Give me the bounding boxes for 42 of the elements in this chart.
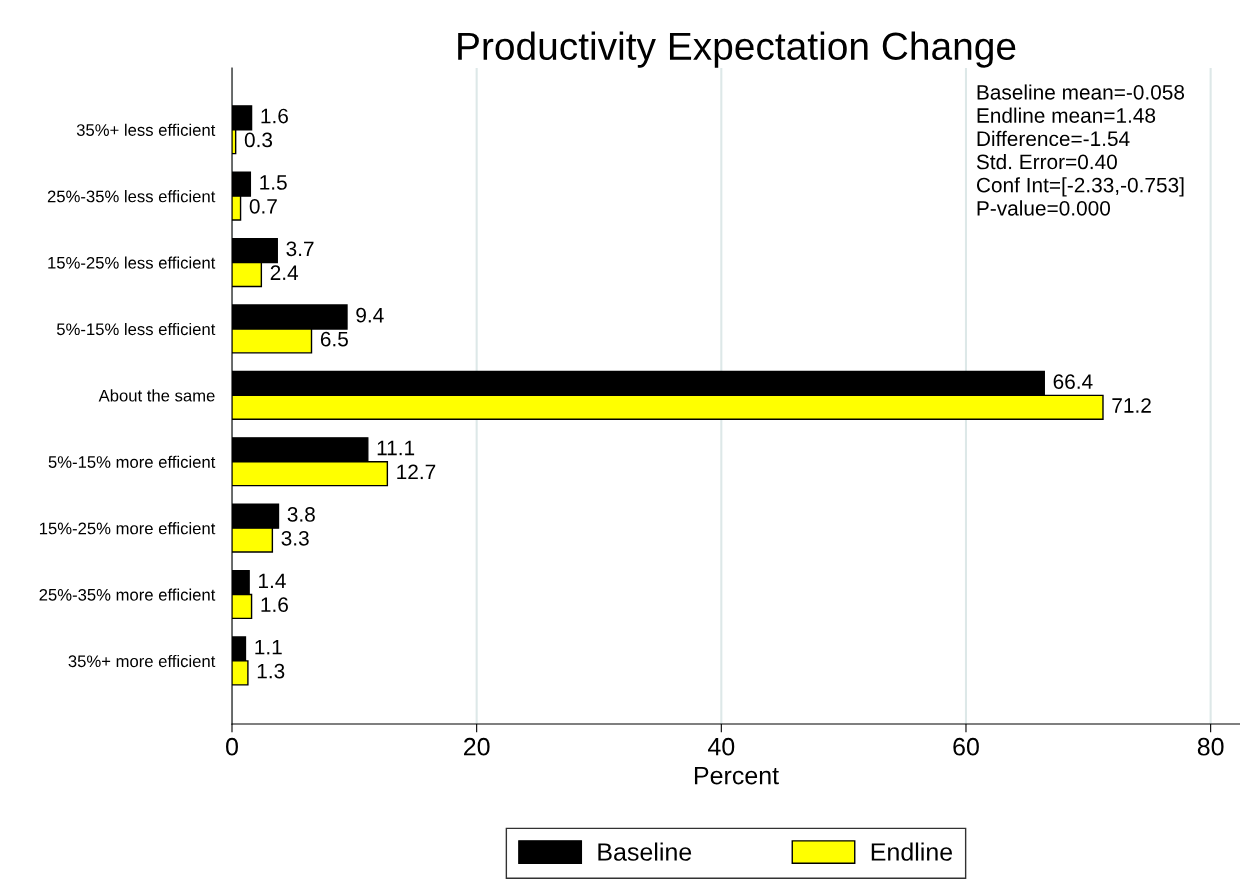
data-label: 66.4 — [1053, 374, 1093, 389]
y-tick-label: 25%-35% more efficient — [39, 588, 216, 601]
annotation: Baseline mean=-0.058 — [977, 84, 1185, 100]
data-label: 3.3 — [281, 530, 309, 546]
data-label: 0.7 — [249, 198, 277, 214]
y-tick-label: 15%-25% more efficient — [39, 522, 216, 535]
legend-label: Endline — [871, 842, 953, 861]
data-label: 3.7 — [286, 241, 314, 257]
y-tick-label: 15%-25% less efficient — [48, 256, 216, 269]
x-axis-title: Percent — [694, 766, 779, 785]
y-tick-label: 35%+ more efficient — [68, 654, 216, 668]
data-label: 3.8 — [287, 507, 315, 522]
annotation: P-value=0.000 — [977, 200, 1111, 216]
annotation: Endline mean=1.48 — [977, 107, 1156, 123]
x-tick-label: 20 — [464, 737, 490, 756]
x-tick-label: 0 — [226, 737, 238, 756]
x-tick-label: 40 — [707, 737, 735, 756]
data-label: 1.3 — [257, 663, 285, 679]
data-label: 6.5 — [320, 331, 348, 347]
data-label: 12.7 — [397, 464, 436, 480]
y-tick-label: 35%+ less efficient — [76, 123, 216, 136]
data-label: 9.4 — [356, 307, 384, 323]
y-tick-label: 25%-35% less efficient — [47, 190, 216, 203]
annotation: Std. Error=0.40 — [976, 153, 1117, 170]
chart-title: Productivity Expectation Change — [458, 31, 1016, 68]
legend-label: Baseline — [598, 842, 692, 861]
data-label: 1.4 — [259, 573, 286, 588]
data-label: 1.1 — [255, 640, 282, 655]
annotation: Difference=-1.54 — [977, 130, 1130, 147]
data-label: 2.4 — [270, 265, 299, 280]
data-label: 11.1 — [377, 440, 415, 456]
data-label: 0.3 — [244, 132, 273, 148]
data-label: 1.6 — [261, 597, 288, 613]
x-tick-label: 80 — [1197, 737, 1224, 756]
annotation: Conf Int=[-2.33,-0.753] — [976, 177, 1184, 197]
y-tick-label: 5%-15% more efficient — [48, 455, 216, 468]
data-label: 1.6 — [261, 108, 288, 124]
y-tick-label: About the same — [98, 389, 215, 402]
x-tick-label: 60 — [953, 737, 979, 756]
y-tick-label: 5%-15% less efficient — [56, 322, 216, 336]
data-label: 71.2 — [1112, 398, 1151, 413]
data-label: 1.5 — [260, 175, 287, 190]
